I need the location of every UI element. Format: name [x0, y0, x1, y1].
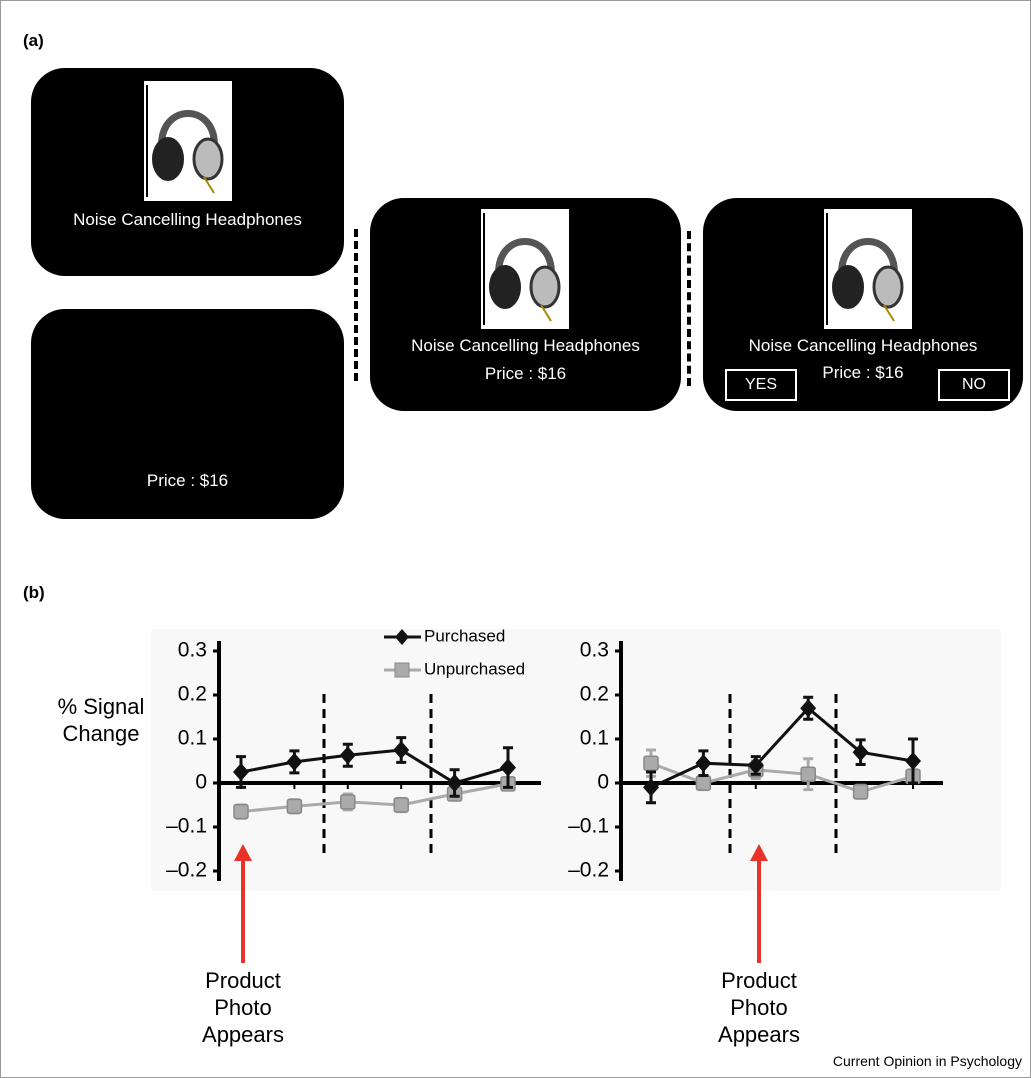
y-axis-label: % Signal Change [46, 693, 156, 747]
y-tick-label: –0.2 [166, 859, 207, 882]
marker [394, 798, 408, 812]
footer: Current Opinion in Psychology [833, 1053, 1022, 1069]
marker [696, 776, 710, 790]
marker [644, 756, 658, 770]
y-tick-label: –0.2 [568, 859, 609, 882]
annotation: Product Photo Appears [193, 967, 293, 1048]
y-tick-label: –0.1 [568, 815, 609, 838]
y-tick-label: 0 [597, 771, 609, 794]
y-tick-label: 0.2 [580, 683, 609, 706]
y-tick-label: 0.3 [178, 639, 207, 662]
y-tick-label: 0.1 [178, 727, 207, 750]
chart-background [151, 629, 1001, 891]
charts: –0.2 –0.1 0 0.1 0.2 0.3 Purchased Unpurchased –0… [1, 1, 1030, 1077]
legend-label: Unpurchased [424, 659, 525, 678]
y-tick-label: 0.3 [580, 639, 609, 662]
legend-label: Purchased [424, 626, 505, 645]
y-tick-label: 0.1 [580, 727, 609, 750]
figure: (a) Noise Cancelling Headphones Price : … [0, 0, 1031, 1078]
marker [234, 805, 248, 819]
annotation: Product Photo Appears [709, 967, 809, 1048]
y-tick-label: 0.2 [178, 683, 207, 706]
y-tick-label: –0.1 [166, 815, 207, 838]
marker [801, 767, 815, 781]
marker [287, 799, 301, 813]
marker [854, 785, 868, 799]
legend-marker [395, 663, 409, 677]
y-tick-label: 0 [195, 771, 207, 794]
marker [341, 795, 355, 809]
